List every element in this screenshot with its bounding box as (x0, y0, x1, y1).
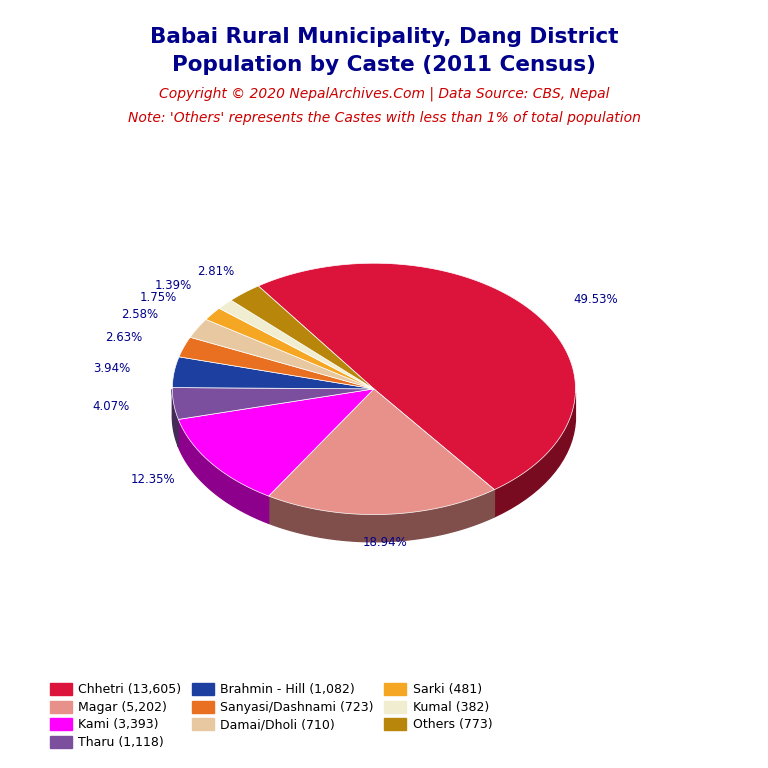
Text: 1.39%: 1.39% (155, 279, 192, 292)
Polygon shape (495, 393, 575, 517)
Polygon shape (178, 419, 269, 523)
Polygon shape (206, 308, 374, 389)
Text: 2.81%: 2.81% (197, 265, 234, 278)
Legend: Chhetri (13,605), Magar (5,202), Kami (3,393), Tharu (1,118), Brahmin - Hill (1,: Chhetri (13,605), Magar (5,202), Kami (3… (45, 678, 497, 754)
Text: 2.63%: 2.63% (105, 331, 142, 344)
Text: 4.07%: 4.07% (92, 400, 130, 413)
Text: 18.94%: 18.94% (362, 535, 408, 548)
Polygon shape (231, 286, 374, 389)
Polygon shape (269, 490, 495, 541)
Text: 3.94%: 3.94% (93, 362, 131, 375)
Text: 49.53%: 49.53% (573, 293, 618, 306)
Text: Note: 'Others' represents the Castes with less than 1% of total population: Note: 'Others' represents the Castes wit… (127, 111, 641, 125)
Text: 2.58%: 2.58% (121, 308, 159, 321)
Polygon shape (190, 319, 374, 389)
Polygon shape (258, 263, 575, 490)
Text: Copyright © 2020 NepalArchives.Com | Data Source: CBS, Nepal: Copyright © 2020 NepalArchives.Com | Dat… (159, 86, 609, 101)
Polygon shape (172, 389, 178, 447)
Polygon shape (172, 357, 374, 389)
Polygon shape (269, 389, 495, 515)
Text: Population by Caste (2011 Census): Population by Caste (2011 Census) (172, 55, 596, 75)
Polygon shape (178, 389, 374, 496)
Polygon shape (179, 337, 374, 389)
Polygon shape (172, 388, 374, 419)
Text: 12.35%: 12.35% (131, 473, 176, 486)
Text: Babai Rural Municipality, Dang District: Babai Rural Municipality, Dang District (150, 27, 618, 47)
Polygon shape (219, 300, 374, 389)
Text: 1.75%: 1.75% (140, 291, 177, 303)
